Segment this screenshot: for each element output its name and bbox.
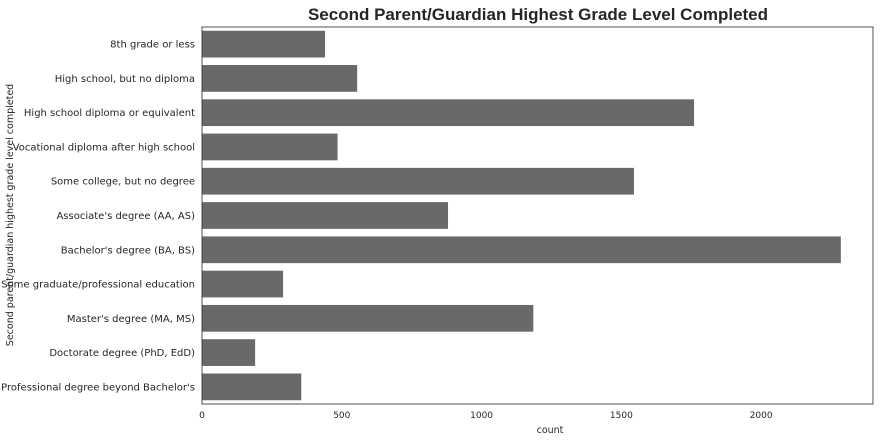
x-axis-label: count — [537, 425, 564, 436]
category-label: Master's degree (MA, MS) — [67, 314, 195, 325]
category-label: Vocational diploma after high school — [13, 142, 195, 153]
bar — [202, 99, 695, 127]
x-tick-label: 0 — [199, 411, 205, 421]
category-label: High school, but no diploma — [55, 74, 195, 85]
category-label: Doctorate degree (PhD, EdD) — [49, 348, 195, 359]
category-label: Associate's degree (AA, AS) — [56, 211, 195, 222]
bar — [202, 236, 841, 264]
x-tick-label: 500 — [333, 411, 350, 421]
category-label: High school diploma or equivalent — [24, 108, 195, 119]
category-label: Some graduate/professional education — [1, 280, 195, 291]
x-ticks-group: 0 500 1000 1500 2000 — [199, 411, 773, 421]
x-tick-label: 1000 — [470, 411, 493, 421]
category-label: Bachelor's degree (BA, BS) — [61, 245, 195, 256]
bar — [202, 167, 634, 195]
chart-title: Second Parent/Guardian Highest Grade Lev… — [308, 5, 768, 24]
bar — [202, 304, 534, 332]
bar — [202, 373, 302, 401]
category-label: Some college, but no degree — [51, 177, 195, 188]
category-labels-group: 8th grade or less High school, but no dip… — [1, 40, 195, 394]
category-label: Professional degree beyond Bachelor's — [1, 382, 195, 393]
bar — [202, 30, 326, 58]
x-tick-label: 2000 — [750, 411, 773, 421]
bar — [202, 202, 449, 229]
bar — [202, 65, 358, 92]
plot-frame — [201, 26, 874, 405]
x-tick-label: 1500 — [610, 411, 633, 421]
y-axis-label: Second parent/guardian highest grade lev… — [5, 84, 16, 346]
bar — [202, 270, 284, 298]
bars-group — [202, 30, 841, 401]
bar — [202, 339, 256, 366]
bar — [202, 133, 338, 161]
category-label: 8th grade or less — [110, 40, 195, 51]
